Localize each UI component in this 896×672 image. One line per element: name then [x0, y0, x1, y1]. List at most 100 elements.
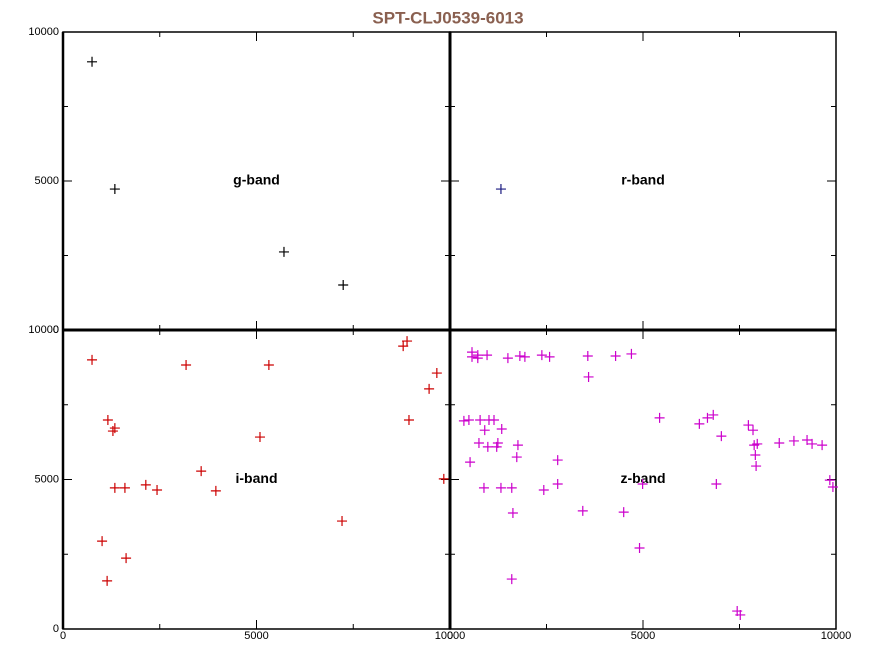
marker	[338, 280, 349, 291]
marker	[424, 383, 435, 394]
marker	[463, 414, 474, 425]
y-tick-label: 10000	[28, 26, 59, 38]
marker	[583, 371, 594, 382]
marker	[431, 368, 442, 379]
band-label: z-band	[620, 470, 665, 486]
y-tick-label: 0	[53, 623, 59, 635]
band-label: g-band	[233, 172, 280, 188]
marker	[711, 478, 722, 489]
marker	[473, 438, 484, 449]
marker	[735, 609, 746, 620]
marker	[263, 359, 274, 370]
marker	[788, 435, 799, 446]
marker	[538, 484, 549, 495]
y-tick-label: 10000	[28, 324, 59, 336]
marker	[478, 482, 489, 493]
marker	[637, 478, 648, 489]
marker	[802, 435, 813, 446]
marker	[87, 56, 98, 67]
marker	[472, 353, 483, 364]
marker	[751, 461, 762, 472]
marker	[210, 485, 221, 496]
marker	[495, 482, 506, 493]
y-tick-label: 5000	[35, 175, 59, 187]
marker	[519, 351, 530, 362]
marker	[774, 438, 785, 449]
marker	[402, 336, 413, 347]
marker	[196, 466, 207, 477]
marker	[403, 414, 414, 425]
marker	[544, 351, 555, 362]
x-tick-label: 0	[447, 630, 453, 642]
marker	[536, 350, 547, 361]
x-tick-label: 5000	[244, 630, 268, 642]
marker	[109, 482, 120, 493]
marker	[807, 438, 818, 449]
marker	[438, 473, 449, 484]
marker	[492, 438, 503, 449]
marker	[750, 449, 761, 460]
marker	[827, 481, 838, 492]
marker	[496, 423, 507, 434]
marker	[254, 432, 265, 443]
marker	[708, 409, 719, 420]
marker	[467, 351, 478, 362]
marker	[552, 478, 563, 489]
x-tick-label: 5000	[631, 630, 655, 642]
marker	[152, 484, 163, 495]
x-tick-label: 10000	[435, 630, 466, 642]
marker	[716, 431, 727, 442]
marker	[506, 574, 517, 585]
marker	[582, 351, 593, 362]
marker	[507, 507, 518, 518]
marker	[482, 441, 493, 452]
band-label: r-band	[621, 172, 665, 188]
marker	[610, 351, 621, 362]
marker	[479, 425, 490, 436]
marker	[102, 414, 113, 425]
marker	[482, 350, 493, 361]
marker	[489, 414, 500, 425]
band-label: i-band	[236, 470, 278, 486]
marker	[618, 507, 629, 518]
marker	[398, 341, 409, 352]
marker	[495, 184, 506, 195]
marker	[337, 516, 348, 527]
marker	[87, 354, 98, 365]
marker	[626, 348, 637, 359]
marker	[502, 353, 513, 364]
marker	[465, 457, 476, 468]
marker	[743, 420, 754, 431]
marker	[577, 505, 588, 516]
marker	[634, 542, 645, 553]
marker	[121, 553, 132, 564]
marker	[119, 482, 130, 493]
chart-title: SPT-CLJ0539-6013	[372, 8, 523, 27]
marker	[181, 359, 192, 370]
marker	[109, 184, 120, 195]
marker	[475, 414, 486, 425]
y-tick-label: 5000	[35, 473, 59, 485]
marker	[824, 475, 835, 486]
marker	[817, 440, 828, 451]
x-tick-label: 0	[60, 630, 66, 642]
marker	[278, 246, 289, 257]
marker	[102, 575, 113, 586]
marker	[654, 412, 665, 423]
marker	[752, 438, 763, 449]
marker	[511, 452, 522, 463]
marker	[514, 351, 525, 362]
y-tick-label: 0	[53, 324, 59, 336]
marker	[694, 418, 705, 429]
marker	[109, 423, 120, 434]
x-tick-label: 10000	[821, 630, 852, 642]
marker	[512, 440, 523, 451]
marker	[97, 536, 108, 547]
marker	[458, 415, 469, 426]
marker	[702, 412, 713, 423]
marker	[748, 425, 759, 436]
marker	[552, 455, 563, 466]
marker	[140, 479, 151, 490]
